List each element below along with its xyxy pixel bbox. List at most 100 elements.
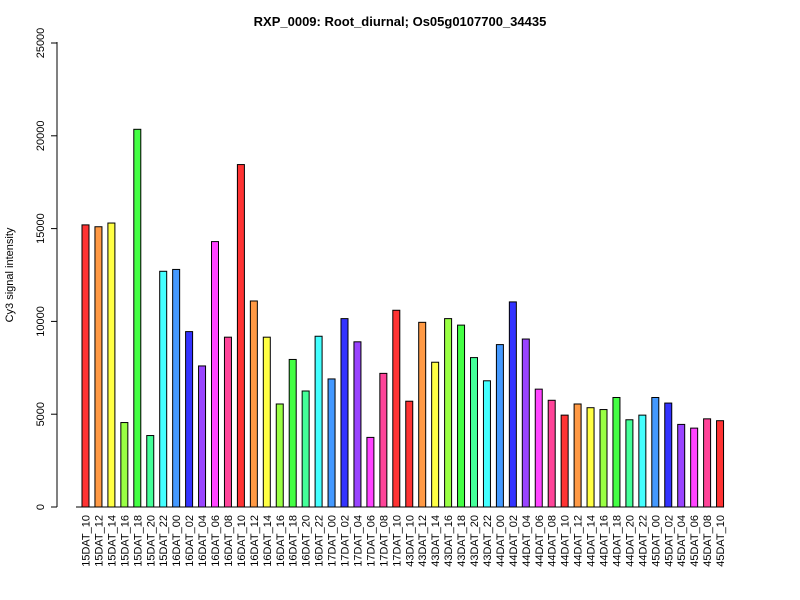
x-tick-label: 16DAT_02 [184,515,196,567]
x-tick-label: 44DAT_22 [637,515,649,567]
x-tick-label: 15DAT_18 [132,515,144,567]
x-tick-label: 43DAT_16 [443,515,455,567]
x-tick-label: 44DAT_12 [573,515,585,567]
x-tick-label: 43DAT_18 [456,515,468,567]
bar [172,268,181,508]
x-tick-label: 44DAT_04 [521,515,533,567]
bar [159,270,168,508]
y-tick-label: 10000 [35,306,47,337]
bar [379,372,388,508]
x-tick-label: 16DAT_16 [275,515,287,567]
x-tick-label: 15DAT_12 [93,515,105,567]
bar [664,402,673,508]
y-tick-label: 5000 [35,402,47,426]
x-tick-label: 17DAT_08 [378,515,390,567]
x-tick-label: 17DAT_04 [352,515,364,567]
bar [405,400,414,508]
bar [482,380,491,508]
bar [288,358,297,508]
bar [495,344,504,508]
bar [185,331,194,508]
bar [120,422,129,508]
x-tick-label: 45DAT_04 [676,515,688,567]
bar [275,403,284,508]
x-tick-label: 43DAT_20 [469,515,481,567]
bar [262,336,271,508]
bar [223,336,232,508]
x-tick-label: 17DAT_10 [391,515,403,567]
y-tick-label: 25000 [35,28,47,59]
bar [612,396,621,508]
bar [133,128,142,508]
bar [716,420,725,508]
x-tick-label: 44DAT_18 [611,515,623,567]
x-tick-label: 17DAT_02 [340,515,352,567]
bar [521,338,530,508]
bar [470,357,478,508]
bar [677,423,686,508]
x-tick-label: 16DAT_06 [210,515,222,567]
x-tick-label: 44DAT_06 [534,515,546,567]
x-tick-label: 16DAT_22 [314,515,326,567]
x-tick-label: 16DAT_20 [301,515,313,567]
x-tick-label: 44DAT_14 [586,515,598,567]
x-tick-label: 45DAT_00 [650,515,662,567]
bar [327,378,336,508]
bar [560,414,569,508]
x-tick-label: 45DAT_10 [715,515,727,567]
bar [457,324,466,508]
x-tick-label: 16DAT_08 [223,515,235,567]
x-tick-label: 17DAT_06 [365,515,377,567]
bars-group [81,128,725,508]
x-tick-label: 44DAT_16 [599,515,611,567]
bar [249,300,258,508]
x-axis-tick-labels: 15DAT_10 15DAT_12 15DAT_14 15DAT_16 15DAT_18… [81,515,728,567]
bar [107,222,116,508]
x-tick-label: 45DAT_02 [663,515,675,567]
x-tick-label: 45DAT_08 [702,515,714,567]
x-tick-label: 16DAT_12 [249,515,261,567]
x-tick-label: 44DAT_08 [547,515,559,567]
x-tick-label: 15DAT_16 [119,515,131,567]
x-tick-label: 45DAT_06 [689,515,701,567]
bar [651,396,660,508]
bar [81,224,90,508]
x-tick-label: 16DAT_00 [171,515,183,567]
bar [444,318,453,508]
x-tick-label: 43DAT_10 [404,515,416,567]
bar [314,335,323,508]
x-tick-label: 17DAT_00 [327,515,339,567]
bar [236,164,245,508]
x-tick-label: 44DAT_10 [560,515,572,567]
y-tick-label: 20000 [35,121,47,152]
bar [418,321,427,508]
y-axis-ticks: 0 5000 10000 15000 20000 25000 [35,28,57,510]
bar [94,226,103,508]
bar [573,403,582,508]
x-tick-label: 43DAT_12 [417,515,429,567]
bar [146,435,155,508]
x-tick-label: 16DAT_18 [288,515,300,567]
bar [392,309,401,508]
bar [534,388,543,508]
bar [690,427,699,508]
chart-title: RXP_0009: Root_diurnal; Os05g0107700_344… [254,14,547,29]
bar [353,341,362,508]
bar [508,301,517,508]
bar [625,419,634,508]
x-tick-label: 16DAT_10 [236,515,248,567]
x-tick-label: 15DAT_20 [145,515,157,567]
x-tick-label: 44DAT_02 [508,515,520,567]
bar [340,318,349,508]
bar [586,407,595,508]
bar [211,241,219,508]
bar [547,399,556,508]
x-tick-label: 15DAT_10 [81,515,93,567]
x-tick-label: 16DAT_04 [197,515,209,567]
bar [198,365,207,508]
bar [703,418,712,508]
x-tick-label: 44DAT_00 [495,515,507,567]
bar [431,361,440,508]
x-tick-label: 44DAT_20 [624,515,636,567]
